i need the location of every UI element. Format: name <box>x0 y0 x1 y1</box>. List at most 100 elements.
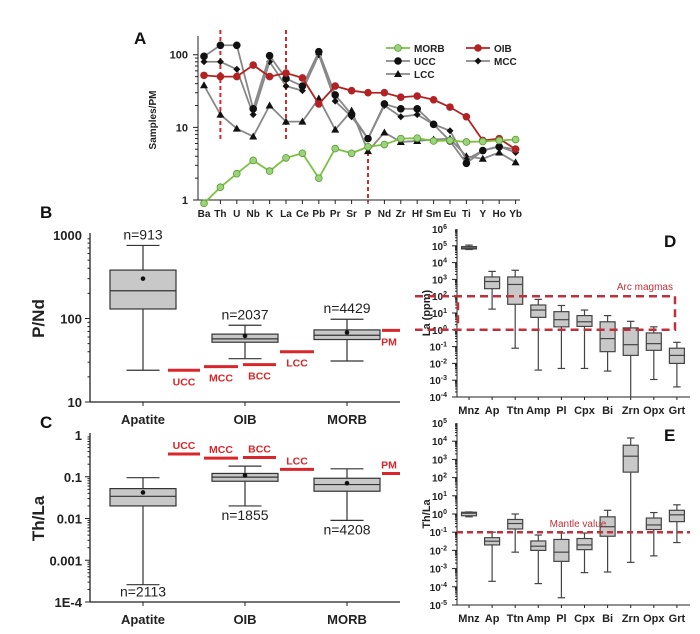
data-point <box>446 127 454 135</box>
data-point <box>495 136 504 145</box>
x-tick-label: Zrn <box>622 405 640 417</box>
y-tick-label: 10 <box>68 395 82 410</box>
data-point <box>495 143 504 151</box>
data-point <box>216 183 225 192</box>
y-tick-label: 102 <box>432 473 447 485</box>
x-tick-label: Cpx <box>574 405 596 417</box>
box-iqr <box>530 304 547 318</box>
x-tick-label: Sm <box>426 209 442 220</box>
data-point <box>446 136 454 145</box>
mean-point <box>140 276 146 281</box>
mean-point <box>344 480 350 486</box>
data-point <box>298 117 307 125</box>
n-label: n=2113 <box>120 584 166 600</box>
y-tick-exponent: -3 <box>441 375 447 382</box>
panel-label: D <box>664 232 676 251</box>
x-tick-label: Apatite <box>121 412 165 427</box>
data-point <box>331 125 340 133</box>
reference-label: PM <box>381 336 397 348</box>
box <box>313 318 381 362</box>
y-tick-label: 1 <box>182 195 188 207</box>
reference-label: LCC <box>286 358 308 370</box>
data-point <box>394 70 402 77</box>
data-point <box>282 82 290 90</box>
box <box>530 298 547 371</box>
data-point <box>233 72 241 81</box>
legend-label: OIB <box>494 44 512 55</box>
y-tick-exponent: 5 <box>443 418 447 425</box>
y-tick-label: 100 <box>170 50 188 62</box>
y-tick-exponent: 6 <box>443 224 447 231</box>
x-tick-label: Zr <box>396 209 406 220</box>
x-tick-label: Ap <box>485 613 500 625</box>
y-tick-label: 0.1 <box>64 470 82 485</box>
data-point <box>249 111 257 119</box>
box <box>576 309 593 370</box>
data-point <box>394 57 402 65</box>
y-tick-label: 1000 <box>53 228 82 243</box>
box-iqr <box>599 321 616 353</box>
panel-label: B <box>40 203 52 222</box>
data-point <box>396 105 405 113</box>
reference-label: UCC <box>173 440 196 452</box>
y-tick-exponent: -1 <box>441 342 447 349</box>
box <box>645 326 662 381</box>
y-tick-label: 10-2 <box>430 358 447 370</box>
data-point <box>462 112 471 121</box>
box <box>211 324 279 360</box>
x-tick-label: Grt <box>669 613 686 625</box>
y-tick-exponent: 3 <box>443 454 447 461</box>
box <box>460 511 478 518</box>
x-tick-label: Hf <box>412 209 423 220</box>
legend-label: MORB <box>414 44 445 55</box>
data-point <box>265 101 274 109</box>
y-tick-exponent: 0 <box>443 509 447 516</box>
y-tick-exponent: 2 <box>443 291 447 298</box>
box-iqr <box>668 509 686 523</box>
box <box>530 534 547 585</box>
n-label: n=913 <box>123 226 163 242</box>
box-iqr <box>507 276 524 305</box>
y-tick-label: 10-3 <box>430 375 447 387</box>
data-point <box>200 199 208 208</box>
x-tick-label: Ba <box>198 209 211 220</box>
data-point <box>429 95 438 104</box>
data-point <box>347 86 356 95</box>
mean-point <box>242 333 248 339</box>
box-iqr <box>576 315 593 327</box>
y-tick-label: 104 <box>432 436 447 448</box>
box-iqr <box>576 537 593 551</box>
mean-point <box>140 490 146 495</box>
y-tick-exponent: -4 <box>441 392 447 399</box>
data-point <box>347 149 356 158</box>
reference-label: LCC <box>286 455 308 467</box>
x-tick-label: Opx <box>643 613 665 625</box>
reference-label: Mantle value <box>550 519 607 530</box>
data-point <box>216 58 224 66</box>
y-tick-label: 0.001 <box>49 553 82 568</box>
reference-label: MCC <box>209 444 233 456</box>
data-point <box>314 47 323 56</box>
data-point <box>429 120 438 129</box>
data-point <box>331 144 340 153</box>
y-tick-label: 10-2 <box>430 545 447 557</box>
data-point <box>249 61 258 69</box>
y-tick-exponent: -2 <box>441 545 447 552</box>
n-label: n=4208 <box>323 521 370 537</box>
y-tick-label: 1 <box>75 428 82 443</box>
data-point <box>478 146 487 155</box>
y-tick-label: 1E-4 <box>55 595 83 610</box>
legend-label: LCC <box>414 70 435 81</box>
data-point <box>364 134 372 143</box>
data-point <box>200 52 208 61</box>
box <box>622 320 639 398</box>
x-tick-label: MORB <box>327 412 367 427</box>
data-point <box>413 105 422 113</box>
x-tick-label: Pr <box>330 209 341 220</box>
y-axis-label: La (ppm) <box>421 289 433 336</box>
data-point <box>413 92 422 100</box>
box <box>553 304 570 370</box>
box-iqr <box>622 444 639 473</box>
legend-label: UCC <box>414 57 436 68</box>
